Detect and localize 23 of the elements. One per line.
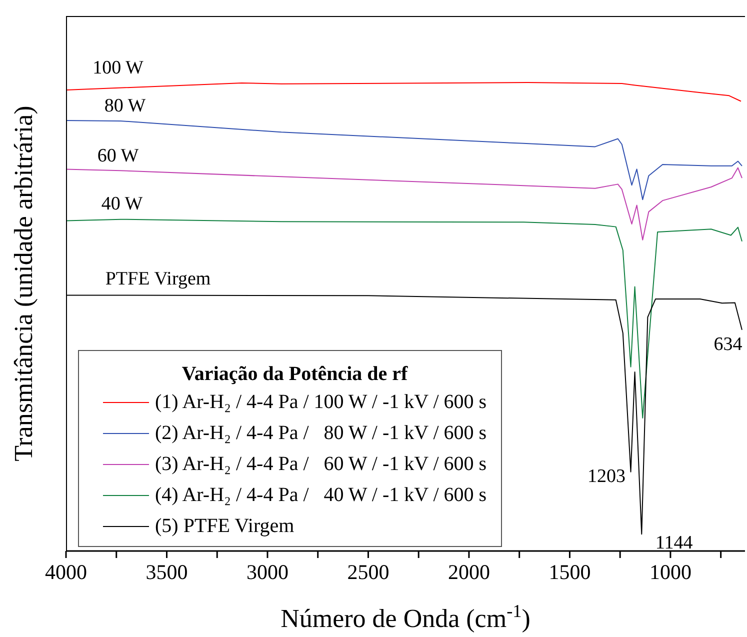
- y-axis-title: Transmitância (unidade arbitrária): [9, 106, 38, 462]
- annotation: 40 W: [101, 193, 143, 214]
- legend-title: Variação da Potência de rf: [180, 362, 409, 387]
- annotation: 634: [714, 334, 743, 356]
- x-tick-label: 4000: [45, 560, 87, 584]
- annotation: 1144: [655, 532, 694, 554]
- text: 100 W: [92, 57, 144, 78]
- x-axis-title: Número de Onda (cm$^{-1}$): [280, 601, 530, 633]
- x-tick-label: 1000: [649, 560, 692, 584]
- legend-label: (5) PTFE Virgem: [155, 514, 294, 539]
- legend-label: (1) Ar-H₂ / 4-4 Pa / 100 W / -1 kV / 600 s: [155, 390, 487, 415]
- x-tick-label: 3000: [246, 560, 288, 584]
- x-tick-label: 3500: [146, 560, 188, 584]
- x-tick-label: 2500: [347, 560, 390, 584]
- annotation: PTFE Virgem: [105, 268, 211, 290]
- legend-label: (3) Ar-H₂ / 4-4 Pa / 60 W / -1 kV / 600 s: [155, 452, 487, 477]
- annotation: 1203: [588, 466, 626, 488]
- x-tick-label: 1500: [548, 560, 591, 584]
- annotation: 80 W: [104, 95, 146, 116]
- legend-label: (2) Ar-H₂ / 4-4 Pa / 80 W / -1 kV / 600 s: [155, 421, 487, 446]
- legend-label: (4) Ar-H₂ / 4-4 Pa / 40 W / -1 kV / 600 s: [155, 483, 487, 508]
- annotation: 60 W: [97, 145, 139, 166]
- x-tick-label: 2000: [448, 560, 490, 584]
